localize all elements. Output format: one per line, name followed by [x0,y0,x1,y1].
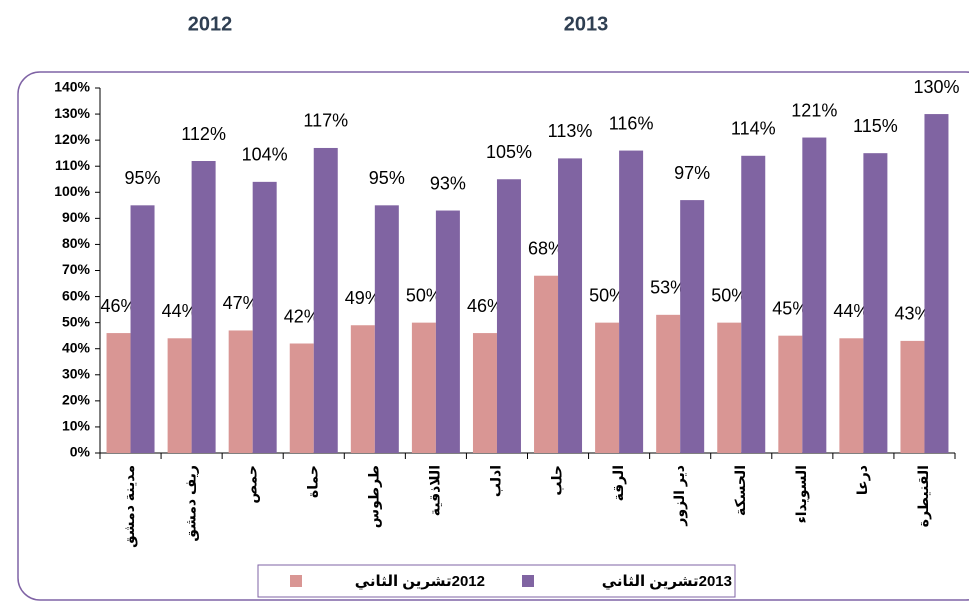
value-label: 49% [345,288,381,308]
bar [350,325,375,453]
bar [435,210,460,453]
bar [130,205,155,453]
y-tick-label: 90% [62,209,91,225]
value-label: 46% [101,296,137,316]
value-label: 121% [791,100,837,120]
y-tick-label: 40% [62,339,91,355]
legend-swatch [522,575,534,587]
value-label: 44% [833,301,869,321]
bar [534,275,559,453]
x-tick-label: طرطوس [366,465,383,528]
y-tick-label: 140% [54,79,90,95]
bar [411,322,436,453]
bar [191,161,216,453]
y-tick-label: 0% [70,444,91,460]
value-label: 53% [650,278,686,298]
value-label: 93% [430,173,466,193]
y-tick-label: 70% [62,261,91,277]
bar [558,158,583,453]
value-label: 46% [467,296,503,316]
bar [619,150,644,454]
value-label: 115% [853,116,898,136]
value-label: 104% [242,145,288,165]
x-tick-label: مدينة دمشق [121,465,138,548]
y-tick-label: 60% [62,287,91,303]
value-label: 45% [772,298,808,318]
y-tick-label: 20% [62,392,91,408]
bar [680,200,705,453]
value-label: 50% [711,285,747,305]
y-tick-label: 80% [62,235,91,251]
x-tick-label: القنيطرة [915,465,932,527]
legend-label: 2013تشرين الثاني [602,573,732,590]
x-tick-label: ادلب [488,465,504,497]
value-label: 112% [181,124,226,144]
value-label: 42% [284,306,320,326]
x-tick-label: حماة [304,465,320,498]
bar [900,340,925,453]
value-label: 130% [913,77,959,97]
bar [656,314,681,453]
x-tick-label: حلب [549,465,565,496]
y-tick-label: 110% [55,157,91,173]
header-2012: 2012 [188,13,233,35]
bar [595,322,620,453]
bar [374,205,399,453]
bar [106,333,131,453]
bar [289,343,314,453]
value-label: 113% [548,121,593,141]
x-tick-label: دير الزور [671,465,688,527]
y-tick-label: 120% [54,131,90,147]
y-tick-label: 100% [54,183,90,199]
bar [741,155,766,454]
x-tick-label: درعا [854,465,870,495]
legend-label: 2012تشرين الثاني [355,573,485,590]
y-tick-label: 50% [62,313,91,329]
legend-swatch [290,575,302,587]
bar [924,114,949,454]
x-tick-label: اللاذقية [427,465,443,516]
bar [778,335,803,453]
bar [802,137,827,454]
value-label: 44% [162,301,198,321]
bar [167,338,192,453]
x-tick-label: حمص [243,465,260,504]
bar [252,181,277,453]
bar [717,322,742,453]
header-2013: 2013 [564,13,609,35]
value-label: 116% [609,113,654,133]
value-label: 105% [486,142,532,162]
bar [839,338,864,453]
x-tick-label: الرقة [610,465,627,501]
x-tick-label: السويداء [793,465,810,523]
bar [472,333,497,453]
x-tick-label: ريف دمشق [182,465,199,542]
value-label: 50% [406,285,442,305]
bar [496,179,521,453]
value-label: 95% [369,168,405,188]
y-tick-label: 130% [54,105,90,121]
bar [228,330,253,453]
legend-box [257,564,736,598]
bar [313,147,338,453]
value-label: 43% [894,304,930,324]
x-tick-label: الحسكة [732,465,748,516]
value-label: 47% [223,293,259,313]
value-label: 117% [303,111,348,131]
value-label: 114% [731,119,776,139]
value-label: 97% [674,163,710,183]
value-label: 50% [589,285,625,305]
y-tick-label: 30% [62,365,91,381]
bar [863,153,888,453]
y-tick-label: 10% [62,418,91,434]
value-label: 95% [125,168,161,188]
value-label: 68% [528,238,564,258]
